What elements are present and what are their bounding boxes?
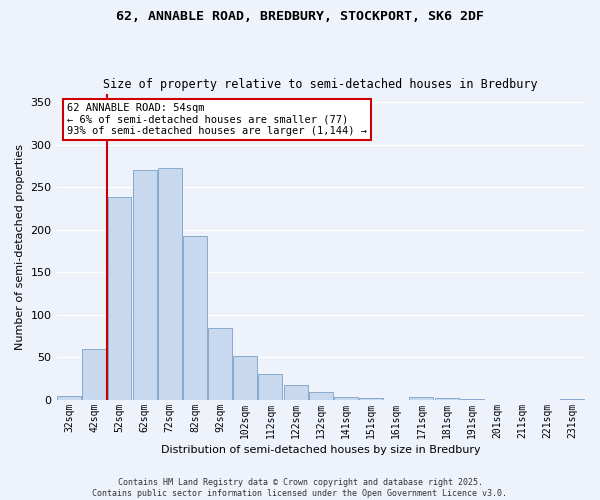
Bar — [284, 384, 308, 400]
Text: 62, ANNABLE ROAD, BREDBURY, STOCKPORT, SK6 2DF: 62, ANNABLE ROAD, BREDBURY, STOCKPORT, S… — [116, 10, 484, 23]
Bar — [183, 236, 207, 400]
Bar — [158, 168, 182, 400]
Bar — [259, 374, 283, 400]
Y-axis label: Number of semi-detached properties: Number of semi-detached properties — [15, 144, 25, 350]
Text: 62 ANNABLE ROAD: 54sqm
← 6% of semi-detached houses are smaller (77)
93% of semi: 62 ANNABLE ROAD: 54sqm ← 6% of semi-deta… — [67, 102, 367, 136]
Bar — [233, 356, 257, 400]
Bar — [334, 396, 358, 400]
Bar — [309, 392, 333, 400]
Title: Size of property relative to semi-detached houses in Bredbury: Size of property relative to semi-detach… — [103, 78, 538, 91]
Bar — [359, 398, 383, 400]
Bar — [460, 399, 484, 400]
Text: Contains HM Land Registry data © Crown copyright and database right 2025.
Contai: Contains HM Land Registry data © Crown c… — [92, 478, 508, 498]
Bar — [107, 196, 131, 400]
Bar — [409, 398, 433, 400]
Bar — [57, 396, 81, 400]
X-axis label: Distribution of semi-detached houses by size in Bredbury: Distribution of semi-detached houses by … — [161, 445, 481, 455]
Bar — [208, 328, 232, 400]
Bar — [82, 349, 106, 400]
Bar — [434, 398, 458, 400]
Bar — [560, 399, 584, 400]
Bar — [133, 170, 157, 400]
